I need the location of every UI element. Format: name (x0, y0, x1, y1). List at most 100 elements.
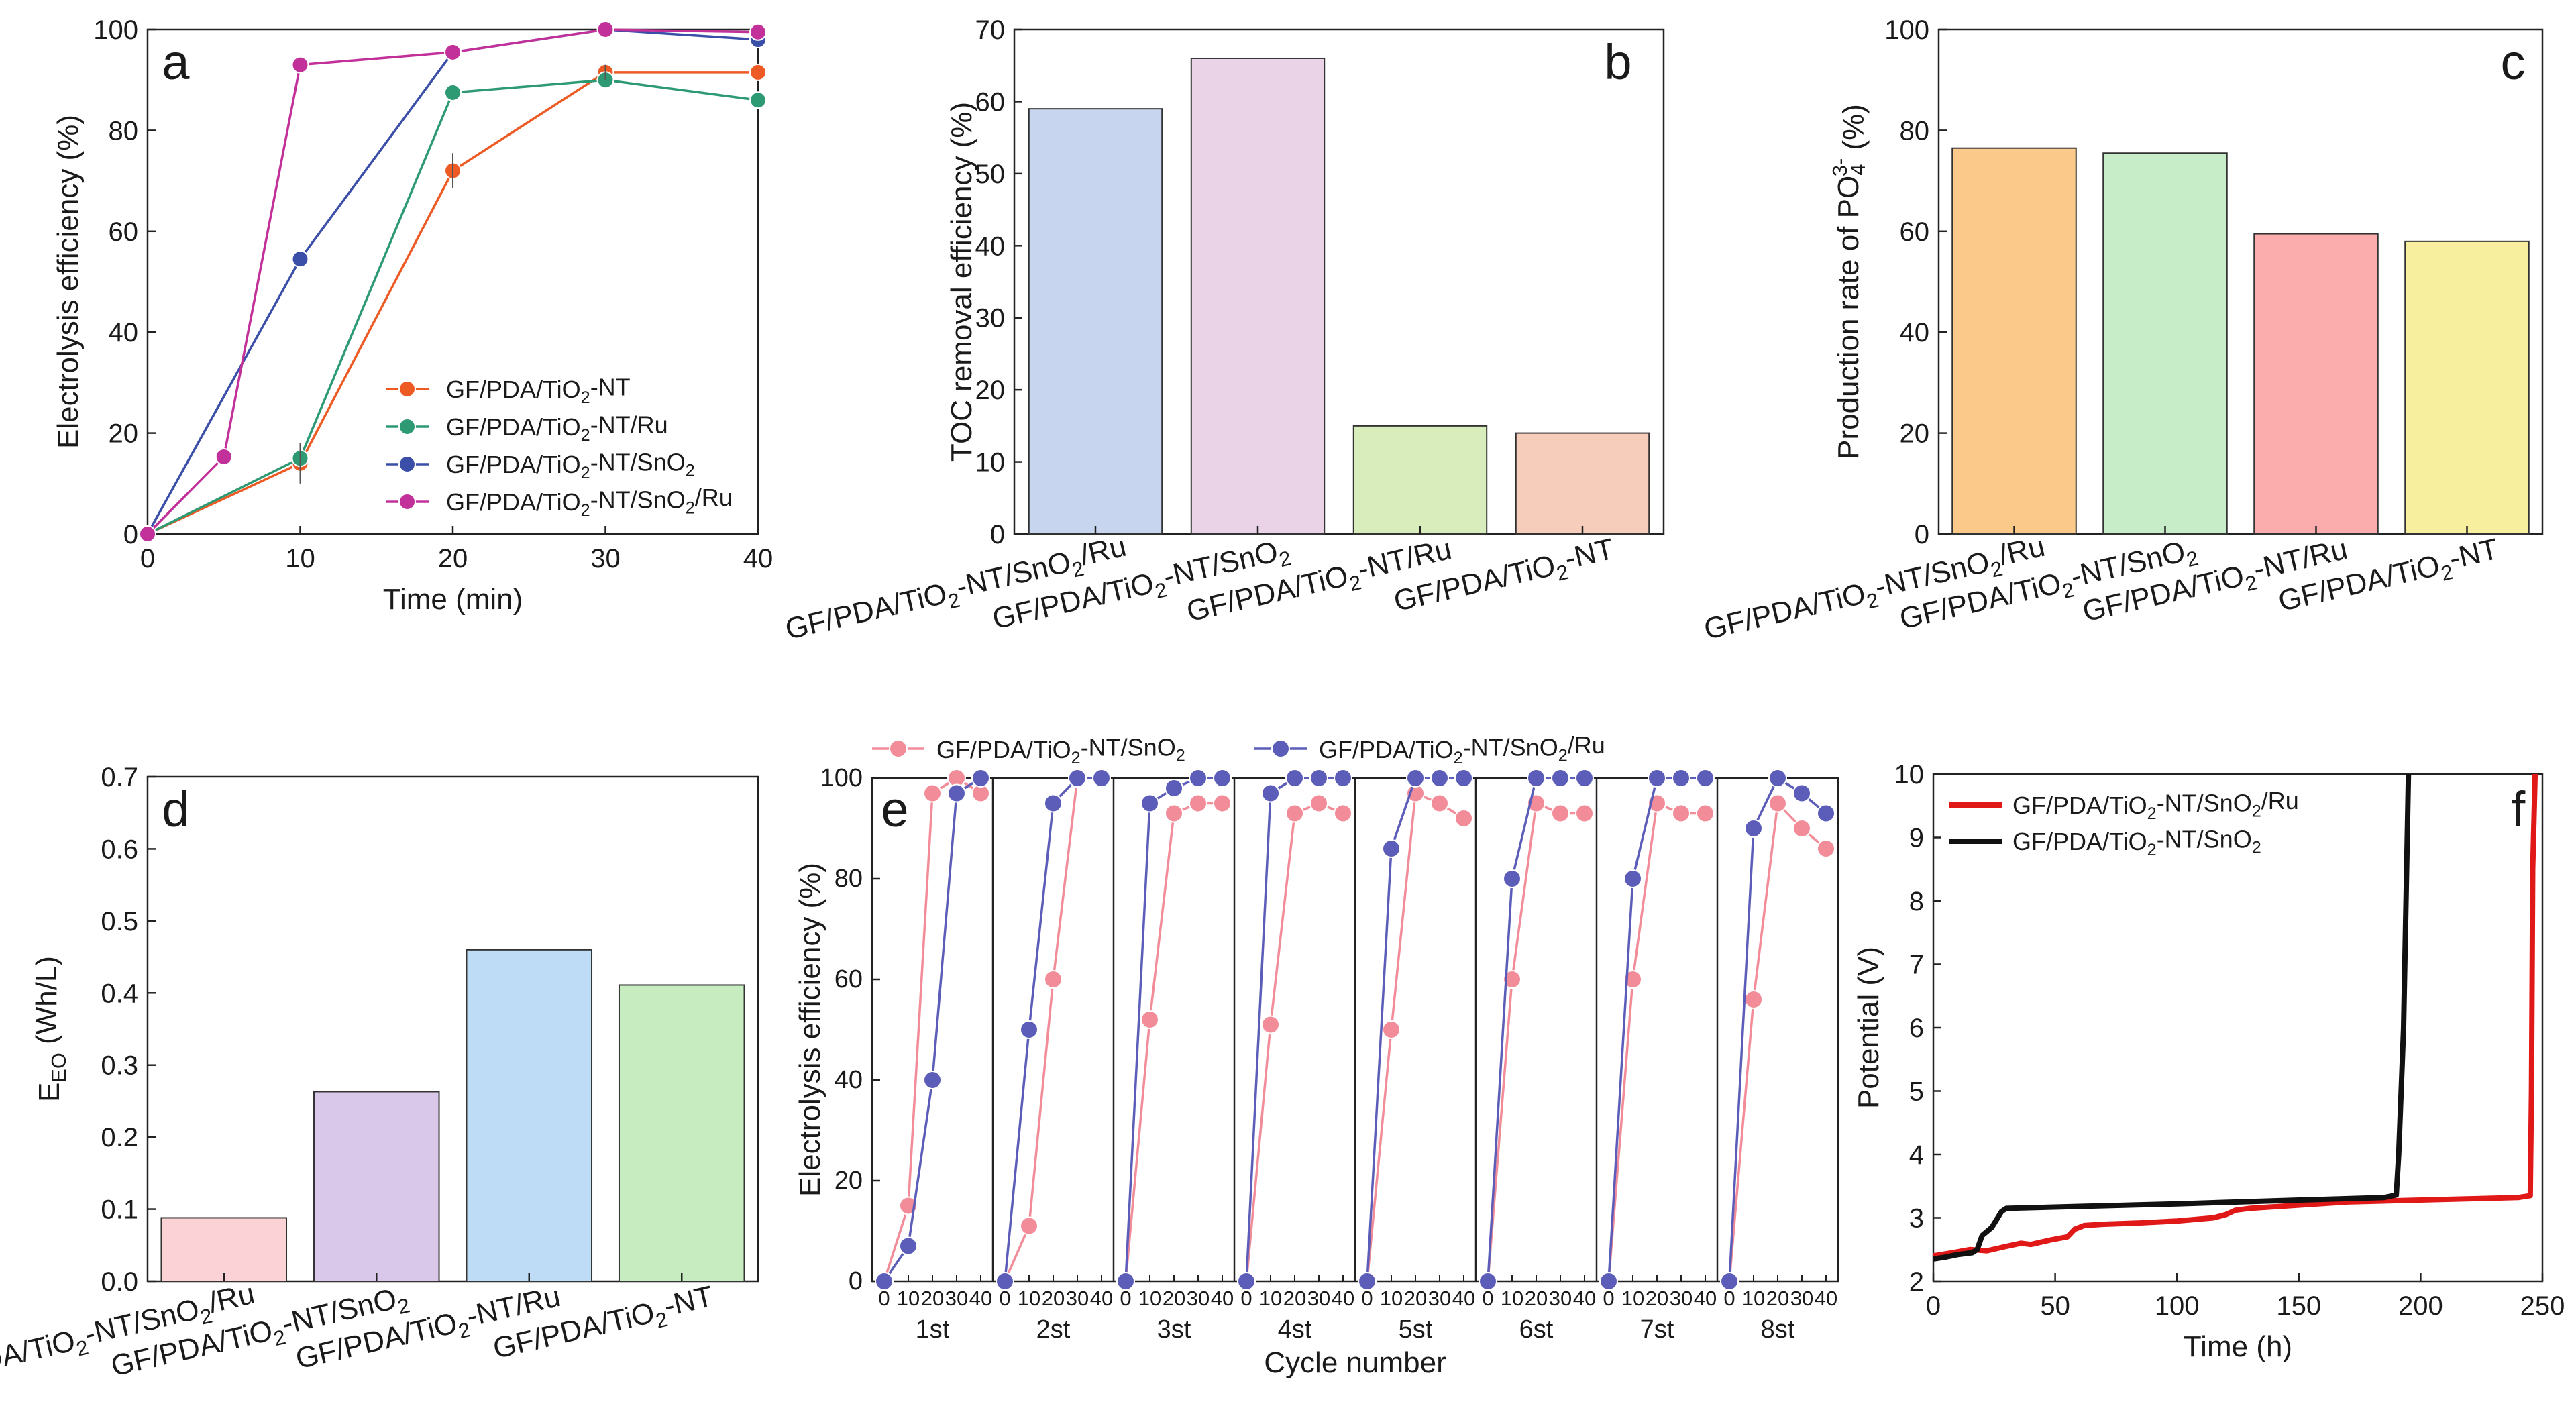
panel-b-bar (1190, 57, 1326, 535)
panel-e-xtick-label: 20 (1042, 1287, 1065, 1310)
panel-e-xtick-label: 0 (1723, 1287, 1735, 1310)
panel-e-xtick-label: 40 (1332, 1287, 1354, 1310)
panel-f-legend-label: GF/PDA/TiO2-NT/SnO2/Ru (2012, 787, 2299, 823)
panel-f-line-1 (1933, 773, 2412, 1262)
panel-f-xtick-label: 0 (1926, 1291, 1941, 1321)
panel-e-point (1744, 990, 1763, 1009)
panel-e-point (1261, 783, 1280, 803)
panel-e-cycle-label: 3st (1157, 1315, 1191, 1344)
panel-d-category-label-part: GF/PDA/TiO (0, 1324, 78, 1393)
panel-b-category-label-part: -NT (1562, 533, 1617, 576)
panel-b-ytick-label: 0 (990, 520, 1005, 549)
panel-f-legend-label-part: 2 (2147, 841, 2157, 859)
panel-e-xtick-label: 30 (1187, 1287, 1210, 1310)
panel-e-point (1382, 1020, 1401, 1039)
panel-e-legend-label-part: 2 (1454, 749, 1463, 767)
panel-d-frame (146, 775, 759, 1283)
panel-b-bar (1028, 108, 1163, 535)
panel-e-point (1575, 769, 1594, 788)
panel-e-point (1044, 970, 1063, 989)
panel-a-point (215, 447, 233, 466)
panel-e-xtick-label: 10 (1501, 1287, 1523, 1310)
panel-f-xtick-label: 200 (2398, 1291, 2443, 1321)
panel-a-legend-label: GF/PDA/TiO2-NT/Ru (446, 411, 668, 445)
panel-e-point (1648, 769, 1666, 788)
panel-e-point (1623, 869, 1642, 888)
panel-c-letter: c (2501, 34, 2526, 90)
panel-f-xlabel: Time (h) (2184, 1330, 2292, 1363)
panel-a-legend-marker (398, 418, 416, 435)
panel-e-line (883, 776, 981, 1282)
panel-f-legend-label-part: GF/PDA/TiO (2012, 828, 2147, 855)
panel-e-point (1237, 1272, 1256, 1291)
panel-e-ytick-label: 40 (835, 1066, 863, 1094)
panel-f-legend-label-part: /Ru (2261, 787, 2299, 814)
panel-d-ytick-label: 0.0 (101, 1267, 138, 1297)
panel-e-xtick-label: 30 (1670, 1287, 1693, 1310)
panel-a-xtick-label: 30 (590, 544, 621, 574)
panel-e-point (1503, 970, 1521, 989)
panel-b-ytick-label: 10 (975, 448, 1006, 478)
panel-c-frame (1937, 28, 2544, 535)
panel-e-xtick-label: 10 (1621, 1287, 1644, 1310)
panel-b-ytick-label: 60 (975, 87, 1006, 117)
panel-d-ytick-label: 0.6 (101, 834, 138, 864)
panel-b-bar (1352, 425, 1488, 535)
panel-f-ytick-label: 10 (1894, 760, 1925, 790)
panel-b-category-label-part: /Ru (1077, 530, 1130, 572)
panel-a-legend-label-part: -NT/SnO (590, 449, 686, 476)
panel-d-ylabel: EEO (Wh/L) (30, 956, 70, 1102)
panel-e-xtick-label: 10 (1018, 1287, 1040, 1310)
panel-a-legend-label-part: -NT/SnO (590, 486, 686, 514)
panel-a-legend-label-part: GF/PDA/TiO (446, 376, 581, 403)
panel-c-category-label-part: GF/PDA/TiO (1701, 577, 1868, 646)
panel-c-bar (2404, 240, 2530, 535)
panel-e-xtick-label: 20 (1646, 1287, 1668, 1310)
panel-e-point (1768, 769, 1787, 788)
panel-a-legend-label-part: -NT (590, 374, 631, 401)
panel-f-legend-label-part: 2 (2252, 839, 2261, 857)
panel-e-xlabel: Cycle number (1264, 1346, 1446, 1379)
panel-e-xtick-label: 30 (1428, 1287, 1451, 1310)
panel-e-legend-label-part: GF/PDA/TiO (1319, 736, 1454, 763)
panel-e-legend-label-part: 2 (1071, 749, 1081, 767)
panel-e-xtick-label: 30 (1066, 1287, 1089, 1310)
panel-b-category-label-part: GF/PDA/TiO (782, 577, 950, 646)
panel-e-legend-label-part: 2 (1176, 747, 1185, 765)
panel-e-line (1366, 777, 1464, 1282)
panel-e-ytick-label: 60 (835, 965, 863, 993)
panel-e-line (1004, 777, 1102, 1282)
panel-e-xtick-label: 10 (1380, 1287, 1403, 1310)
panel-e-xtick-label: 40 (1211, 1287, 1234, 1310)
panel-f-legend-label-part: 2 (2252, 802, 2261, 821)
panel-f-ytick-label: 4 (1909, 1140, 1924, 1170)
panel-e-xtick-label: 0 (878, 1287, 890, 1310)
panel-e-xtick-label: 20 (921, 1287, 944, 1310)
panel-c-ytick-label: 60 (1900, 217, 1930, 247)
panel-e-point (1430, 769, 1449, 788)
panel-a-point (444, 84, 462, 101)
panel-e-xtick-label: 40 (1452, 1287, 1475, 1310)
panel-d-bar (313, 1091, 440, 1283)
panel-a-point (291, 56, 309, 74)
panel-e-point (1189, 794, 1208, 813)
panel-a-legend-label-part: 2 (581, 388, 590, 407)
panel-e-cycle-label: 2st (1036, 1315, 1071, 1344)
panel-a-legend-label: GF/PDA/TiO2-NT/SnO2 (446, 449, 695, 483)
panel-e-point (1503, 869, 1521, 888)
panel-e-legend-label: GF/PDA/TiO2-NT/SnO2 (936, 734, 1185, 768)
panel-d-ylabel-part: E (33, 1083, 66, 1102)
panel-e-ylabel: Electrolysis efficiency (%) (794, 863, 826, 1197)
panel-e-point (1020, 1216, 1038, 1236)
panel-e-point (923, 1071, 942, 1089)
panel-e-xtick-label: 40 (969, 1287, 992, 1310)
panel-d-ytick-label: 0.4 (101, 979, 138, 1008)
panel-b-bar (1515, 432, 1650, 535)
panel-a-point (596, 21, 614, 38)
panel-b-category-label-part: 2 (1277, 546, 1293, 572)
panel-a-point (749, 23, 767, 41)
panel-e-legend-marker (889, 739, 908, 758)
panel-e-point (1165, 804, 1183, 823)
panel-e-xtick-label: 0 (1482, 1287, 1493, 1310)
panel-a-letter: a (162, 34, 190, 90)
